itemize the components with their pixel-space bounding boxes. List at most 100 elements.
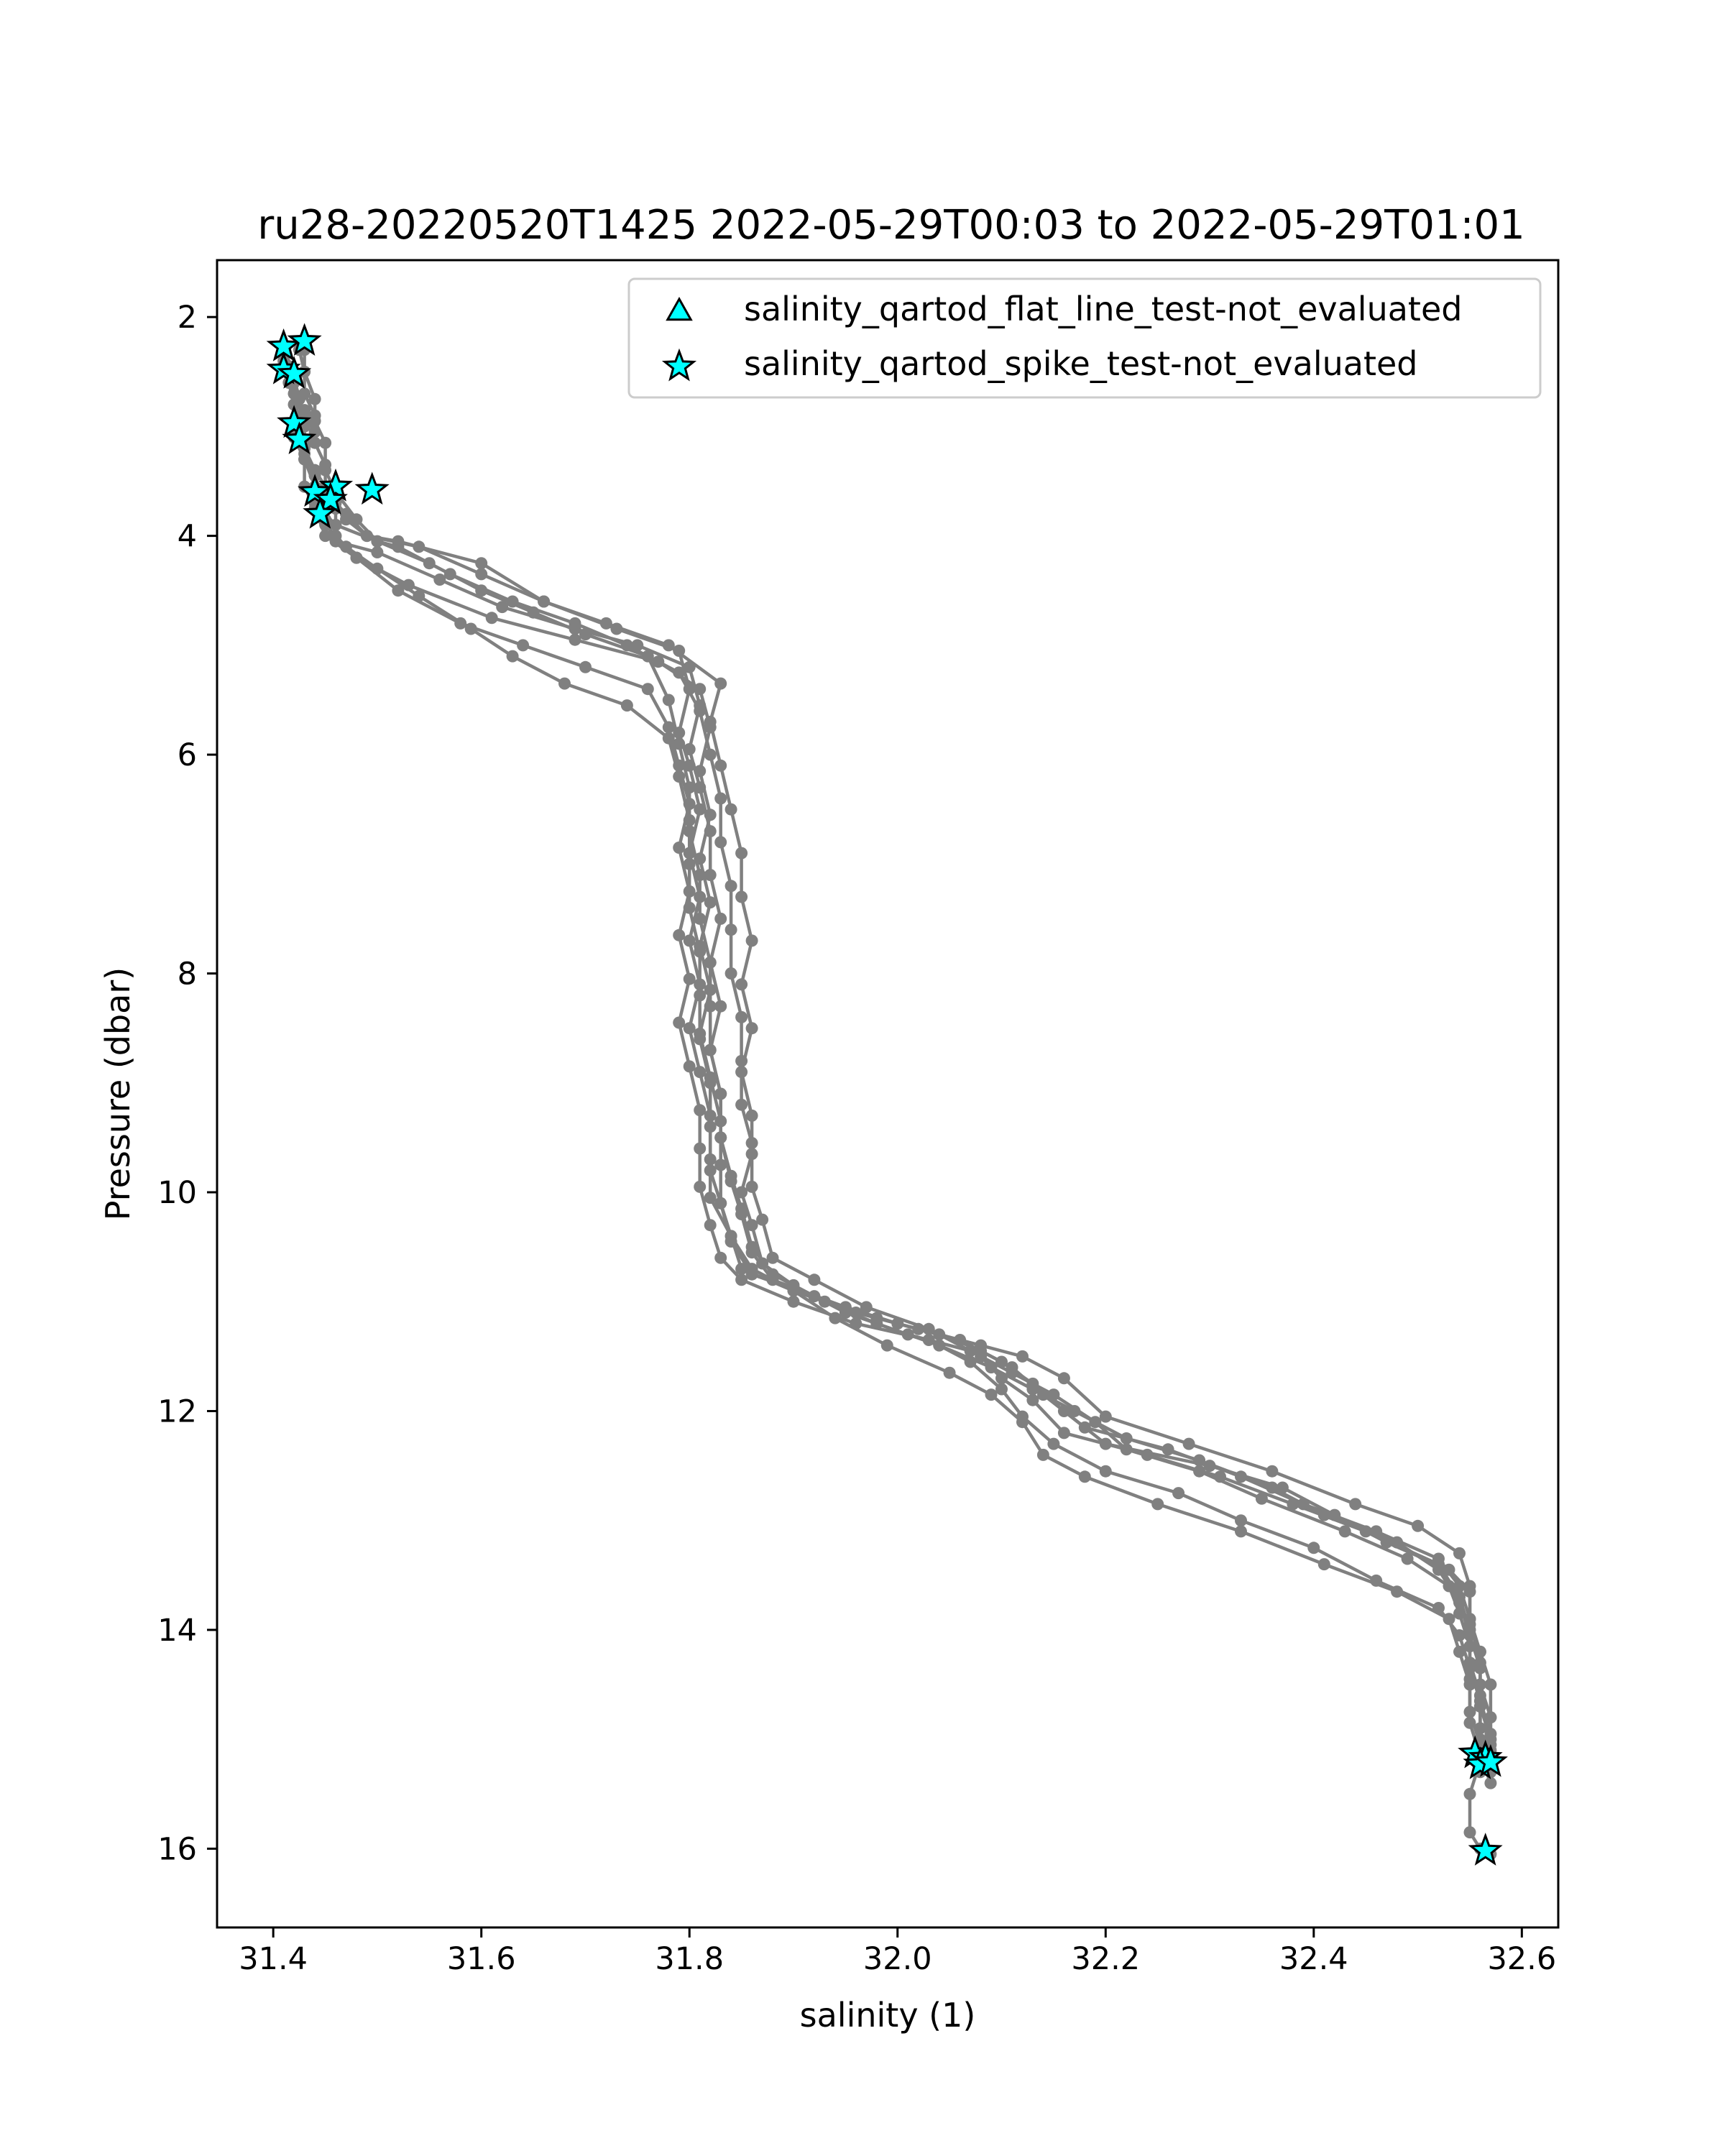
profile-point	[673, 842, 686, 854]
profile-point	[319, 464, 332, 476]
profile-point	[694, 683, 707, 696]
profile-point	[1307, 1542, 1320, 1554]
profile-point	[319, 530, 332, 543]
profile-point	[1016, 1350, 1029, 1363]
profile-point	[787, 1284, 800, 1297]
profile-point	[1463, 1826, 1476, 1839]
profile-point	[704, 748, 717, 761]
profile-point	[985, 1361, 998, 1374]
profile-point	[1473, 1678, 1486, 1691]
profile-point	[745, 934, 758, 947]
profile-point	[745, 1263, 758, 1276]
profile-point	[475, 568, 488, 581]
profile-point	[714, 1000, 727, 1013]
profile-point	[1453, 1645, 1466, 1658]
flag-series-star	[266, 323, 1508, 1866]
profile-point	[735, 1263, 748, 1276]
spike-test-star-marker	[318, 468, 354, 502]
profile-point	[1235, 1525, 1247, 1538]
profile-point	[673, 737, 686, 750]
profile-point	[683, 972, 696, 985]
profile-point	[1006, 1361, 1018, 1374]
profile-point	[808, 1273, 821, 1286]
profile-line	[282, 359, 1482, 1758]
x-tick-label: 31.6	[447, 1941, 516, 1977]
profile-point	[1432, 1552, 1445, 1565]
profile-point	[694, 1033, 707, 1046]
profile-point	[735, 890, 748, 903]
profile-point	[443, 568, 456, 581]
spike-test-star-marker	[354, 471, 390, 505]
y-tick-label: 2	[178, 300, 197, 336]
profile-point	[704, 956, 717, 969]
profile-point	[694, 704, 707, 717]
profile-point	[1453, 1580, 1466, 1593]
profile-point	[694, 945, 707, 958]
x-tick-label: 31.8	[655, 1941, 724, 1977]
profile-series-7	[298, 344, 1497, 1779]
profile-point	[922, 1322, 935, 1335]
profile-point	[1370, 1525, 1383, 1538]
profile-point	[319, 436, 332, 449]
profile-point	[1182, 1437, 1195, 1450]
x-tick-label: 32.0	[863, 1941, 932, 1977]
x-tick-label: 32.6	[1487, 1941, 1556, 1977]
profile-point	[371, 535, 384, 548]
profile-point	[870, 1317, 883, 1330]
profile-point	[704, 1164, 717, 1177]
profile-point	[1463, 1787, 1476, 1800]
profile-point	[724, 880, 737, 893]
profile-point	[673, 770, 686, 783]
chart-title: ru28-20220520T1425 2022-05-29T00:03 to 2…	[257, 202, 1524, 249]
profile-point	[1235, 1470, 1247, 1483]
profile-point	[496, 601, 509, 614]
profile-point	[1349, 1498, 1362, 1511]
profile-point	[1057, 1372, 1070, 1385]
profile-point	[704, 1044, 717, 1056]
profile-point	[569, 633, 581, 646]
profile-point	[620, 639, 633, 652]
profile-point	[558, 677, 571, 690]
profile-point	[1099, 1410, 1112, 1423]
profile-point	[662, 694, 675, 706]
profile-point	[538, 595, 551, 608]
profile-point	[704, 1219, 717, 1232]
profile-point	[506, 595, 519, 608]
profile-point	[662, 732, 675, 745]
profile-point	[1036, 1448, 1049, 1461]
spike-test-star-marker	[277, 405, 312, 438]
profile-point	[714, 677, 727, 690]
profile-point	[1120, 1443, 1133, 1456]
profile-point	[787, 1295, 800, 1308]
profile-point	[392, 584, 405, 597]
profile-point	[413, 540, 426, 553]
profile-point	[298, 387, 311, 400]
profile-point	[880, 1339, 893, 1352]
profile-point	[694, 1180, 707, 1193]
profile-point	[673, 666, 686, 679]
profile-point	[371, 562, 384, 575]
x-axis-label: salinity (1)	[800, 1996, 976, 2035]
spike-test-star-marker	[303, 495, 338, 529]
profile-point	[683, 901, 696, 914]
profile-point	[714, 1087, 727, 1100]
x-tick-label: 31.4	[239, 1941, 308, 1977]
profile-point	[735, 1010, 748, 1023]
profile-point	[735, 1098, 748, 1111]
spike-test-star-marker	[277, 356, 312, 389]
profile-point	[714, 1197, 727, 1210]
profile-point	[745, 1180, 758, 1193]
profile-point	[683, 934, 696, 947]
profile-point	[340, 540, 352, 553]
profile-point	[641, 683, 654, 696]
profile-point	[683, 781, 696, 794]
profile-line	[287, 381, 1493, 1769]
profile-point	[1432, 1563, 1445, 1576]
profile-point	[724, 803, 737, 816]
profile-point	[329, 518, 342, 531]
profile-point	[704, 1000, 717, 1013]
profile-point	[1473, 1700, 1486, 1713]
profile-point	[683, 1022, 696, 1035]
x-tick-label: 32.4	[1279, 1941, 1348, 1977]
profile-point	[1317, 1558, 1330, 1571]
